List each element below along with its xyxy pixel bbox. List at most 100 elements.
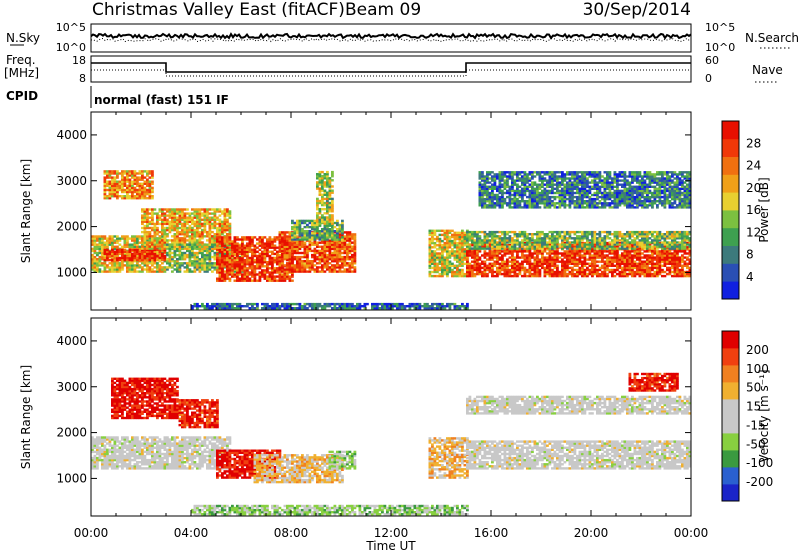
- power-cell-10: [631, 274, 634, 278]
- power-cell-4: [176, 249, 179, 253]
- power-cell-10: [571, 252, 574, 255]
- power-cell-4: [173, 255, 177, 259]
- power-cell-3: [171, 210, 174, 213]
- power-cell-6: [296, 243, 299, 246]
- power-cell-9: [428, 229, 432, 232]
- power-cell-4: [166, 253, 169, 257]
- power-cell-10: [611, 264, 614, 267]
- power-cell-6: [288, 231, 292, 234]
- power-cell-3: [153, 245, 157, 248]
- power-cell-0: [101, 258, 104, 261]
- power-cell-10: [651, 268, 654, 272]
- power-cell-10: [653, 248, 657, 251]
- power-cell-2: [123, 178, 127, 181]
- power-cell-9: [443, 233, 447, 237]
- power-cell-10: [468, 266, 472, 270]
- power-cell-0: [106, 270, 109, 273]
- power-cell-9: [453, 256, 457, 259]
- power-cell-6: [296, 264, 299, 267]
- power-cell-7: [311, 238, 314, 241]
- power-cell-4: [211, 245, 214, 248]
- power-cell-5: [246, 279, 249, 282]
- power-cell-5: [268, 236, 272, 239]
- power-cell-3: [201, 241, 204, 244]
- power-cell-0: [93, 247, 97, 251]
- power-cell-10: [568, 250, 572, 253]
- power-cell-1: [111, 258, 114, 262]
- power-cell-5: [246, 273, 249, 276]
- power-cell-10: [628, 252, 632, 255]
- power-cell-10: [558, 274, 562, 278]
- power-cell-6: [283, 235, 287, 238]
- power-cell-9: [458, 256, 462, 259]
- power-cell-2: [131, 190, 134, 194]
- power-cell-10: [686, 246, 689, 249]
- power-cell-4: [208, 258, 212, 261]
- power-cell-10: [483, 268, 487, 272]
- power-cell-0: [91, 247, 94, 251]
- power-cell-4: [201, 247, 204, 251]
- power-cell-11: [521, 243, 524, 246]
- power-cell-3: [141, 239, 144, 242]
- power-cell-5: [218, 258, 222, 262]
- power-cell-5: [256, 273, 259, 276]
- power-cell-6: [353, 251, 357, 255]
- power-cell-6: [281, 247, 284, 251]
- power-cell-10: [556, 260, 559, 263]
- power-cell-3: [226, 226, 229, 230]
- power-cell-5: [216, 240, 219, 243]
- power-cell-5: [246, 277, 249, 280]
- power-cell-0: [116, 266, 119, 269]
- power-cell-4: [173, 268, 177, 271]
- power-cell-9: [436, 254, 439, 257]
- power-cell-11: [491, 237, 494, 240]
- power-cell-10: [601, 254, 604, 257]
- power-cell-2: [141, 188, 144, 192]
- power-cell-3: [161, 228, 164, 232]
- power-cell-8: [326, 224, 329, 227]
- power-cell-10: [566, 268, 569, 272]
- power-cell-10: [478, 270, 482, 274]
- power-cell-10: [576, 274, 579, 278]
- power-cell-9: [461, 258, 464, 261]
- power-cell-0: [96, 239, 99, 242]
- power-cell-4: [188, 247, 192, 251]
- power-cell-11: [488, 235, 492, 238]
- power-cell-0: [96, 270, 99, 273]
- power-cell-10: [571, 250, 574, 253]
- power-cell-10: [568, 260, 572, 263]
- power-cell-3: [158, 214, 162, 217]
- power-cell-10: [528, 274, 532, 278]
- power-cell-9: [443, 237, 447, 241]
- power-cell-5: [276, 246, 279, 249]
- power-cell-2: [138, 182, 142, 185]
- power-cell-1: [111, 254, 114, 258]
- power-cell-10: [638, 248, 642, 251]
- power-cell-5: [256, 256, 259, 260]
- power-cell-4: [201, 253, 204, 257]
- power-cell-4: [211, 255, 214, 259]
- power-cell-5: [256, 246, 259, 249]
- power-cell-0: [91, 239, 94, 242]
- power-cell-5: [238, 246, 242, 249]
- power-cell-4: [191, 249, 194, 253]
- power-cell-9: [438, 274, 442, 278]
- power-cell-2: [136, 184, 139, 187]
- power-cell-3: [151, 218, 154, 221]
- power-cell-5: [286, 258, 289, 262]
- power-cell-6: [303, 249, 307, 253]
- power-cell-1: [146, 248, 149, 251]
- power-cell-11: [486, 243, 489, 246]
- power-cell-0: [91, 258, 94, 261]
- power-cell-5: [226, 271, 229, 274]
- power-cell-5: [243, 244, 247, 247]
- power-cell-9: [448, 235, 452, 239]
- power-cell-9: [458, 248, 462, 251]
- power-cell-4: [188, 255, 192, 259]
- power-cell-4: [188, 251, 192, 255]
- power-cell-7: [331, 236, 334, 239]
- power-cell-4: [201, 258, 204, 261]
- power-cell-5: [233, 248, 237, 251]
- power-cell-0: [106, 237, 109, 240]
- power-cell-10: [598, 256, 602, 259]
